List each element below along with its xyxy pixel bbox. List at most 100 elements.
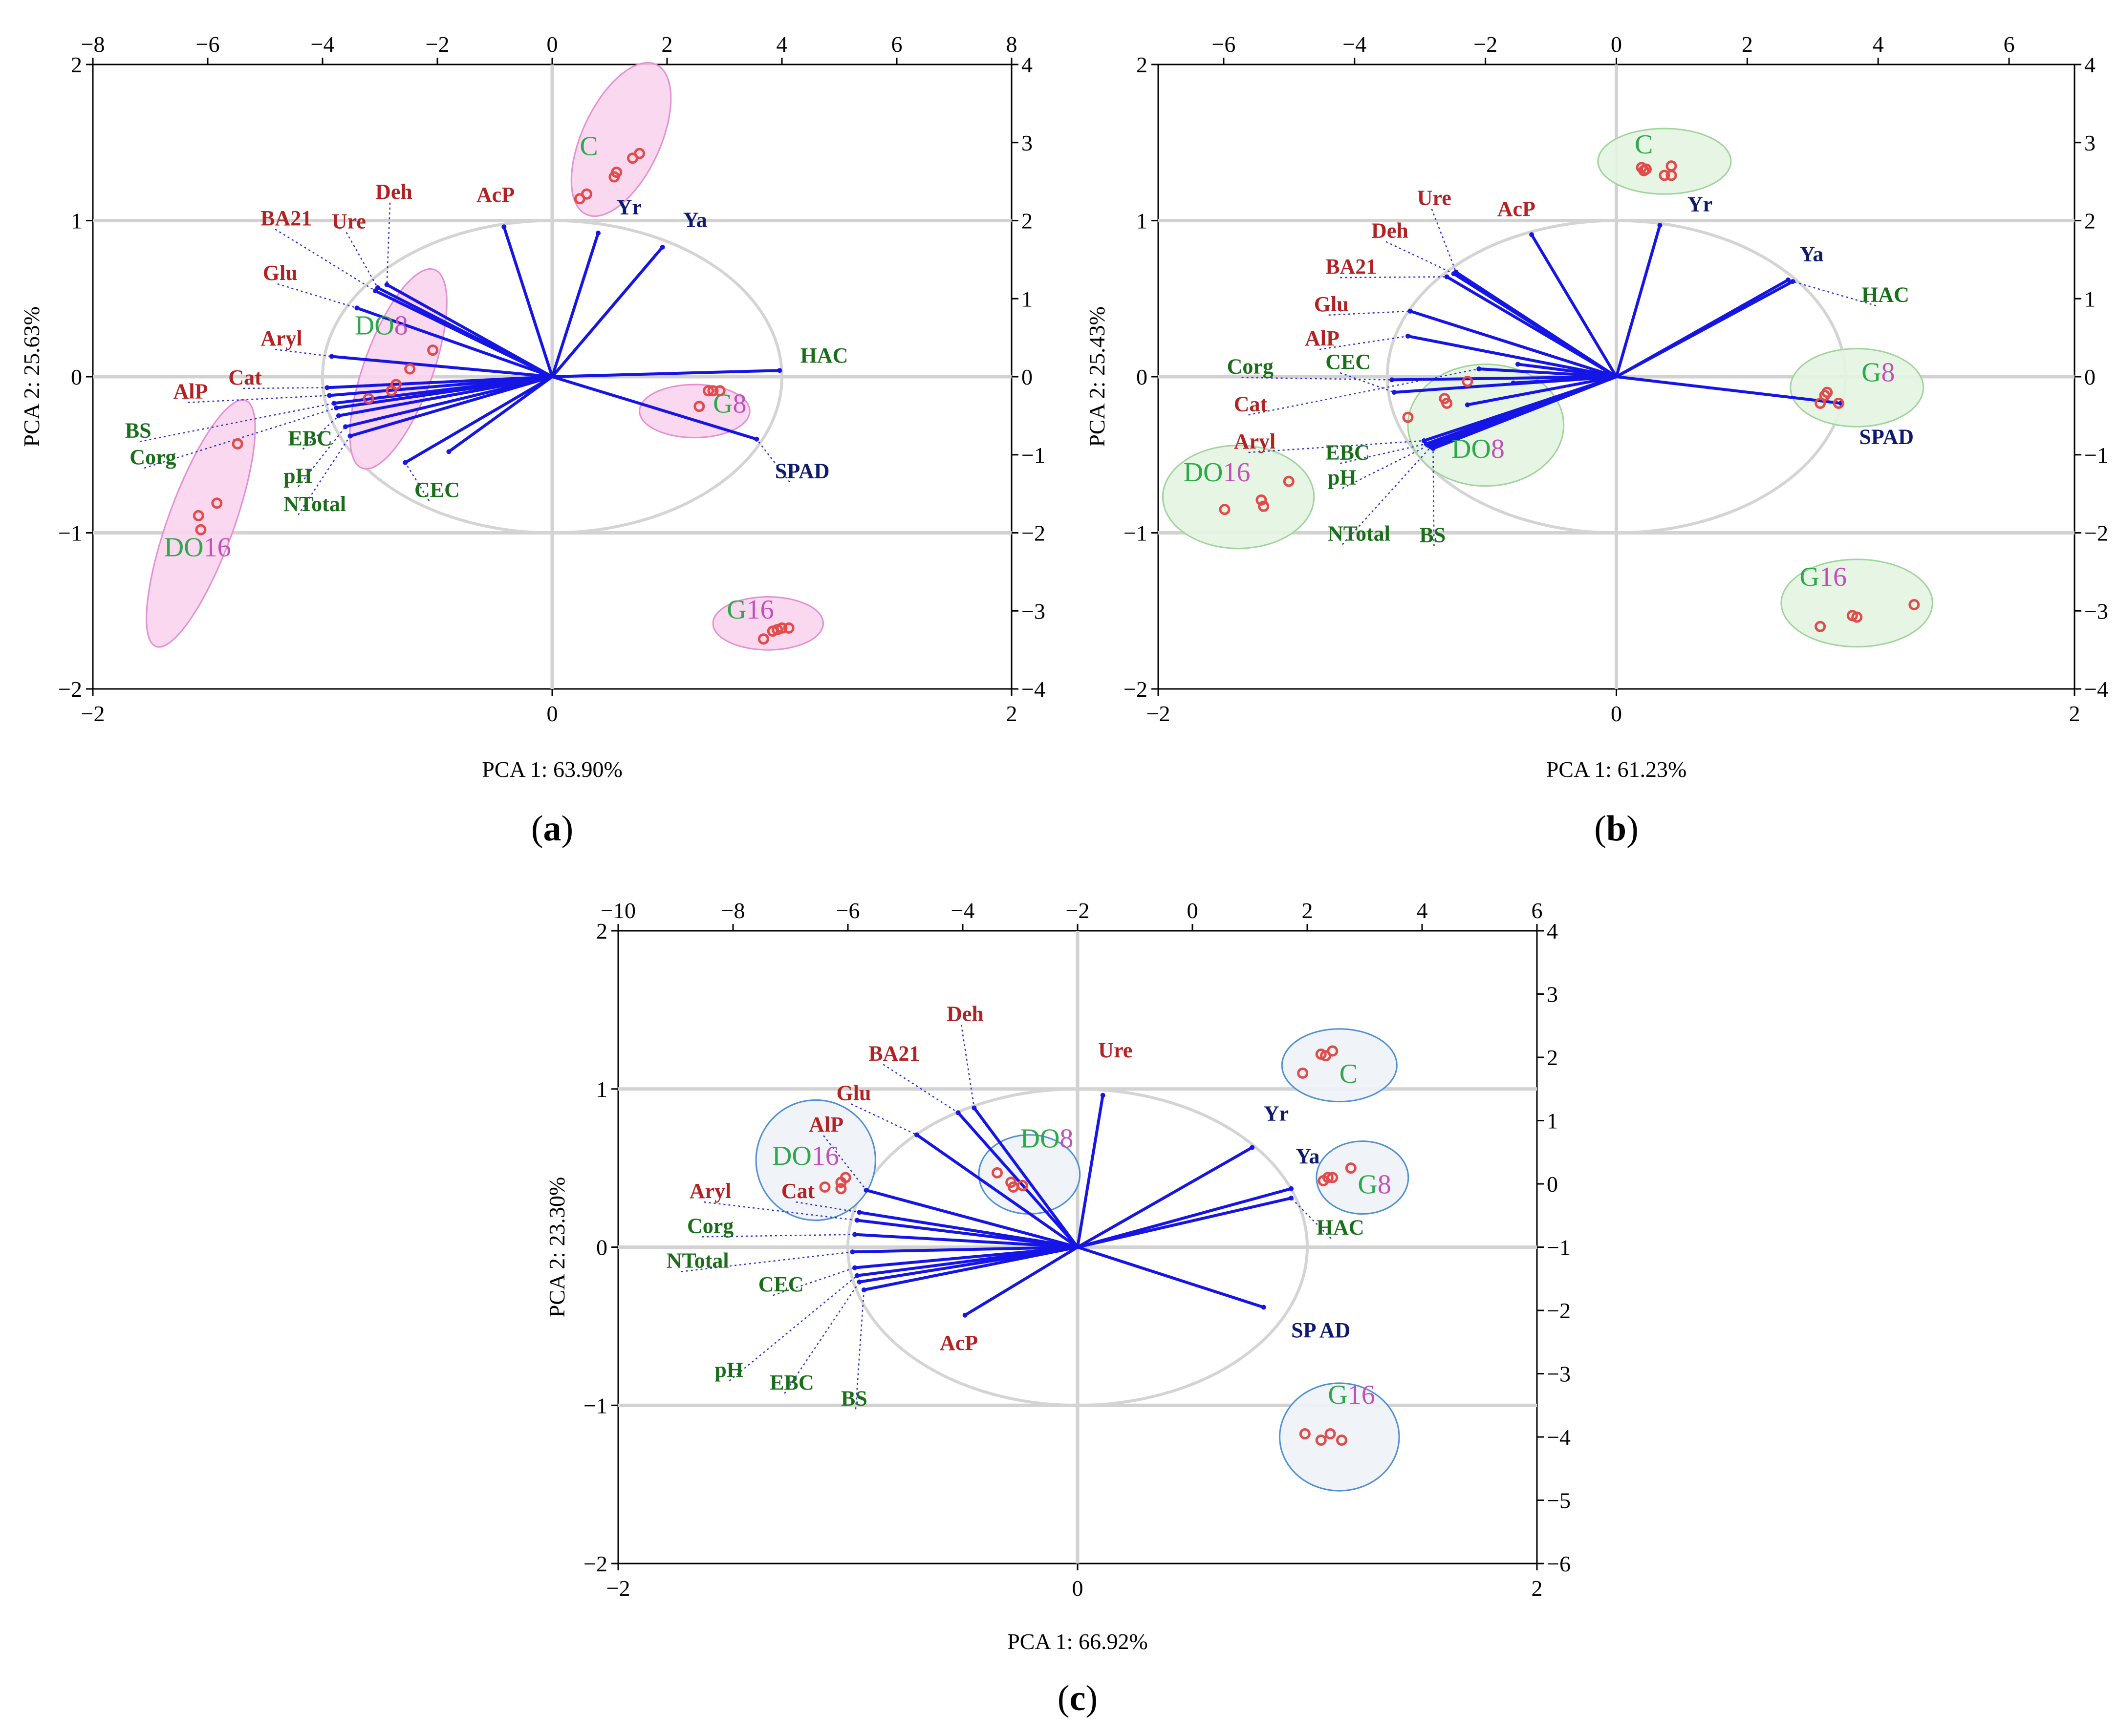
x-tick-label: −2 bbox=[1146, 701, 1170, 726]
vector-head bbox=[1786, 277, 1791, 282]
group-label-suffix: 8 bbox=[1059, 1124, 1073, 1154]
vector-ya bbox=[1616, 279, 1789, 378]
group-label-suffix: 8 bbox=[394, 311, 408, 341]
vector-v3 bbox=[1517, 363, 1617, 378]
right-tick-label: −1 bbox=[1021, 443, 1045, 468]
y-tick-label: 0 bbox=[71, 364, 82, 389]
group-label-prefix: C bbox=[1340, 1059, 1358, 1089]
leader-line bbox=[1342, 445, 1429, 489]
right-tick-label: −1 bbox=[1547, 1235, 1571, 1260]
vector-label: BS bbox=[1419, 523, 1446, 547]
panel-label-open: ( bbox=[1594, 809, 1606, 849]
vector-head bbox=[854, 1218, 860, 1223]
vector-head bbox=[1250, 1145, 1255, 1150]
group-label-prefix: G bbox=[713, 388, 733, 419]
data-point bbox=[1815, 397, 1826, 409]
group-label-suffix: 16 bbox=[1819, 562, 1847, 592]
data-point bbox=[1297, 1067, 1309, 1079]
vector-head bbox=[1391, 389, 1397, 395]
data-point bbox=[363, 393, 374, 405]
data-point bbox=[840, 1172, 851, 1183]
vector-head bbox=[852, 1265, 858, 1270]
leader-line bbox=[1340, 443, 1426, 464]
right-tick-label: −2 bbox=[2084, 521, 2108, 546]
right-tick-label: −3 bbox=[1021, 599, 1045, 623]
group-label-prefix: DO bbox=[1451, 434, 1491, 464]
leader-line bbox=[855, 1289, 865, 1410]
vector-label: Cat bbox=[228, 365, 262, 389]
vector-label: Glu bbox=[263, 261, 298, 285]
panel-label-close: ) bbox=[562, 809, 574, 849]
vector-head bbox=[1289, 1186, 1294, 1191]
panel-b: Ure AcP Yr Deh BA21 Ya HAC Glu AlP Corg CEC Cat Aryl… bbox=[1084, 32, 2108, 849]
x-tick-label: 2 bbox=[2069, 701, 2080, 726]
group-ellipse bbox=[1281, 1028, 1398, 1103]
top-tick-label: −2 bbox=[1066, 898, 1090, 923]
group-label: DO8 bbox=[1020, 1124, 1074, 1154]
vector-head bbox=[914, 1132, 919, 1137]
data-point bbox=[1851, 611, 1863, 623]
data-point bbox=[1016, 1179, 1028, 1191]
vector-label: Yr bbox=[1687, 192, 1712, 216]
y-axis-title: PCA 2: 25.63% bbox=[19, 306, 44, 447]
vector-label: BS bbox=[125, 419, 151, 443]
vector-ba21 bbox=[374, 289, 553, 378]
vector-label: EBC bbox=[288, 427, 332, 450]
right-tick-label: 2 bbox=[1547, 1045, 1558, 1070]
panel-a: HACSPADYaYrAcPDehUreBA21GluArylCatAlPBSC… bbox=[19, 32, 1045, 849]
data-point bbox=[1327, 1172, 1339, 1183]
group-label-prefix: G bbox=[1800, 562, 1819, 592]
data-point bbox=[193, 510, 204, 521]
right-tick-label: 2 bbox=[2084, 209, 2096, 234]
leader-line bbox=[756, 439, 790, 483]
data-point bbox=[195, 524, 207, 536]
group-label-suffix: 16 bbox=[1348, 1380, 1375, 1410]
right-tick-label: 4 bbox=[1547, 919, 1558, 943]
group-label-prefix: DO bbox=[355, 311, 394, 341]
data-point bbox=[707, 385, 719, 397]
vector-yr bbox=[1615, 225, 1662, 377]
vector-label: SP AD bbox=[1291, 1318, 1350, 1342]
group-label: C bbox=[1340, 1059, 1358, 1089]
vector-label: Ya bbox=[1800, 242, 1824, 266]
top-tick-label: −10 bbox=[601, 898, 636, 923]
y-tick-label: 2 bbox=[1136, 52, 1147, 77]
group-label-suffix: 8 bbox=[1491, 434, 1505, 464]
group-label: DO8 bbox=[1451, 434, 1505, 464]
vector-head bbox=[1657, 223, 1663, 228]
data-point bbox=[1327, 1045, 1339, 1057]
vector-label: EBC bbox=[770, 1371, 814, 1394]
data-point bbox=[992, 1167, 1003, 1179]
vector-label: CEC bbox=[1325, 350, 1371, 374]
vector-label: Glu bbox=[837, 1081, 871, 1105]
vector-v2 bbox=[1513, 375, 1617, 385]
group-label-prefix: C bbox=[580, 131, 598, 161]
vector-label: NTotal bbox=[667, 1249, 729, 1273]
vector-corg bbox=[854, 1233, 1078, 1249]
leader-line bbox=[701, 1234, 855, 1238]
vector-label: AcP bbox=[1497, 197, 1535, 221]
right-tick-label: 2 bbox=[1021, 209, 1033, 234]
vector-head bbox=[1430, 446, 1436, 451]
top-tick-label: 2 bbox=[662, 32, 673, 57]
data-point bbox=[1336, 1434, 1347, 1446]
right-tick-label: 1 bbox=[2084, 286, 2096, 311]
leader-line bbox=[883, 1064, 959, 1114]
right-tick-label: 4 bbox=[2084, 52, 2096, 77]
vector-head bbox=[1444, 274, 1449, 279]
vector-ya bbox=[551, 246, 664, 378]
y-tick-label: 0 bbox=[1136, 364, 1147, 389]
vector-head bbox=[962, 1312, 968, 1318]
y-tick-label: −1 bbox=[584, 1393, 607, 1418]
group-label-suffix: 16 bbox=[1223, 457, 1250, 488]
data-point bbox=[1283, 475, 1295, 487]
vector-label: BA21 bbox=[260, 206, 312, 230]
x-axis-title: PCA 1: 63.90% bbox=[482, 757, 623, 782]
group-label: G8 bbox=[1358, 1169, 1391, 1200]
vector-yr bbox=[551, 233, 600, 377]
vector-label: BS bbox=[841, 1386, 867, 1410]
top-tick-label: −2 bbox=[1473, 32, 1497, 57]
leader-line bbox=[298, 426, 346, 488]
top-tick-label: −6 bbox=[196, 32, 220, 57]
